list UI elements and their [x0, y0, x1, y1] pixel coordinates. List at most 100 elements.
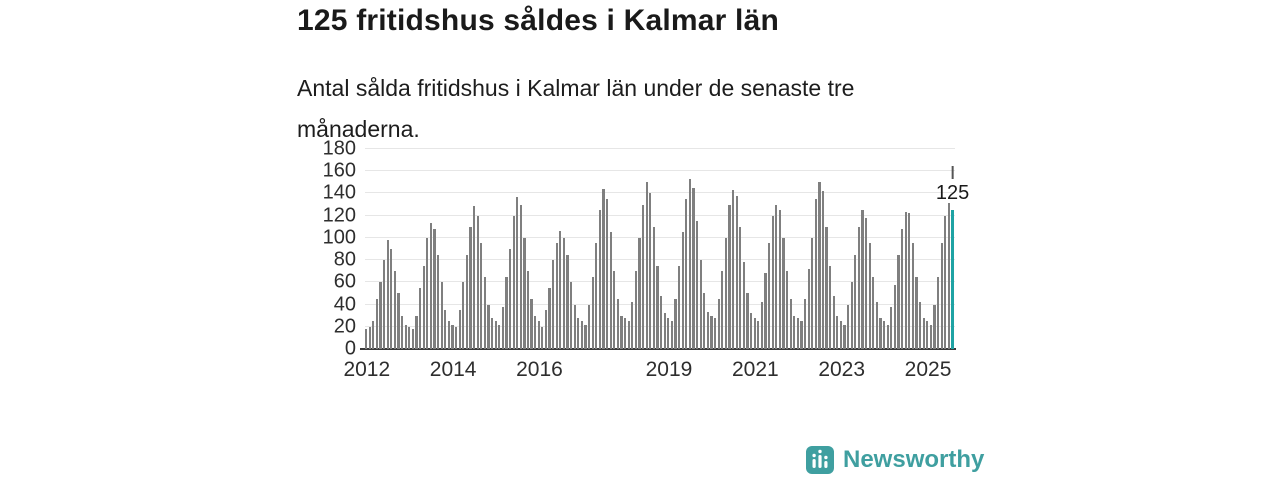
bar	[937, 276, 940, 349]
bar	[580, 321, 584, 349]
bar	[411, 329, 414, 349]
bar	[469, 226, 472, 349]
bar	[451, 324, 454, 349]
bar	[947, 203, 951, 349]
bar	[483, 276, 486, 349]
bar	[595, 243, 598, 349]
bar	[735, 195, 738, 349]
chart-subtitle: Antal sålda fritidshus i Kalmar län unde…	[297, 75, 855, 143]
bar	[408, 326, 411, 349]
bar	[372, 321, 375, 349]
bar	[472, 205, 476, 349]
bar	[865, 217, 868, 349]
bar	[667, 317, 670, 349]
newsworthy-logo: Newsworthy	[806, 446, 984, 474]
bar	[674, 299, 677, 349]
bar	[598, 210, 602, 349]
bar	[793, 315, 796, 349]
bar	[800, 321, 803, 349]
last-value-annotation: 125	[936, 166, 969, 205]
bar	[883, 321, 886, 349]
x-tick-label: 2012	[343, 358, 391, 381]
bar	[519, 204, 522, 349]
bar	[487, 304, 490, 349]
bar	[775, 204, 778, 349]
annotation-tick	[951, 166, 954, 180]
bar	[832, 295, 835, 349]
bar	[415, 315, 418, 349]
bar	[933, 304, 936, 349]
bar	[447, 321, 450, 349]
bar	[872, 276, 875, 349]
bar	[505, 276, 508, 349]
bar	[695, 221, 699, 349]
bar	[562, 237, 566, 349]
bar	[839, 321, 843, 349]
bar	[753, 317, 756, 349]
bar	[368, 326, 371, 349]
bar	[713, 317, 717, 349]
bar	[645, 182, 648, 349]
bar	[919, 302, 922, 349]
y-tick-label: 0	[344, 337, 356, 360]
bar	[818, 182, 821, 349]
bar	[915, 276, 918, 349]
y-tick-label: 120	[322, 204, 356, 227]
bar	[638, 237, 641, 349]
bar	[746, 293, 749, 349]
bar	[512, 215, 515, 349]
x-axis-line	[360, 348, 956, 350]
bar-chart: 0 20 40 60 80 100 120 140 160 180 2012 2014 2016 2019…	[323, 138, 970, 382]
bar	[857, 226, 861, 349]
bar	[523, 237, 526, 349]
bar	[537, 321, 540, 349]
bar	[850, 282, 853, 349]
bar	[879, 317, 882, 349]
bar	[796, 317, 799, 349]
bar	[757, 321, 760, 349]
bar	[624, 317, 627, 349]
bar	[365, 329, 368, 349]
bar	[807, 269, 810, 349]
bar	[811, 237, 814, 349]
bar	[789, 299, 792, 349]
bar	[771, 215, 774, 349]
gridline	[365, 192, 955, 194]
bar	[534, 315, 537, 349]
bar	[498, 324, 501, 349]
x-tick-label: 2014	[429, 358, 477, 381]
bar	[465, 254, 468, 349]
bar	[606, 199, 609, 349]
bar	[429, 223, 432, 349]
bar	[440, 282, 443, 349]
bar	[530, 299, 533, 349]
bar	[577, 317, 580, 349]
bar	[393, 271, 396, 349]
bar	[631, 302, 634, 349]
bar	[764, 273, 767, 349]
bar	[526, 271, 530, 349]
bar	[462, 282, 465, 349]
x-tick-label: 2019	[645, 358, 693, 381]
bar	[825, 226, 828, 349]
y-tick-label: 60	[333, 270, 356, 293]
bar	[418, 287, 422, 349]
bar	[692, 187, 695, 349]
bar	[480, 243, 483, 349]
y-tick-label: 80	[333, 248, 356, 271]
bar	[929, 324, 933, 349]
bar	[706, 312, 709, 349]
bar	[616, 299, 620, 349]
bar	[627, 321, 630, 349]
bar	[677, 265, 681, 349]
bar	[544, 310, 548, 349]
bar	[454, 326, 458, 349]
bar	[854, 254, 857, 349]
bar	[642, 204, 645, 349]
x-tick-label: 2021	[731, 358, 779, 381]
bar	[922, 317, 925, 349]
bar	[436, 254, 440, 349]
bar	[904, 212, 907, 349]
bar	[778, 210, 781, 349]
